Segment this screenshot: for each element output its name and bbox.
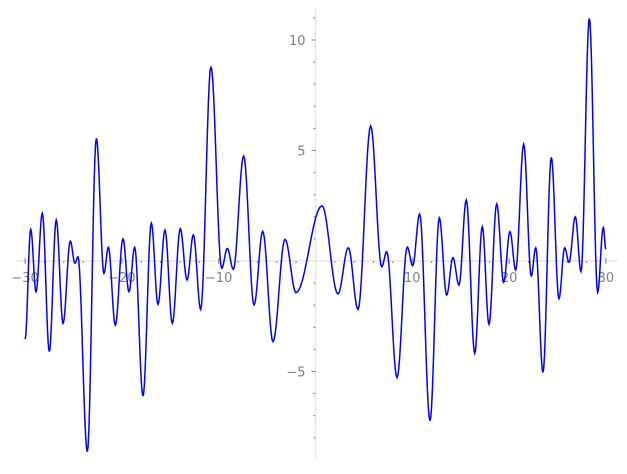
x-tick-label: 30 <box>598 271 615 286</box>
series-line <box>24 18 607 452</box>
axes <box>17 9 618 460</box>
y-tick-label: 5 <box>297 145 305 160</box>
x-tick-label: −20 <box>108 271 135 286</box>
x-tick-label: −10 <box>205 271 232 286</box>
y-tick-label: −5 <box>286 366 305 381</box>
x-tick-label: 10 <box>404 271 421 286</box>
y-tick-label: 10 <box>289 34 306 49</box>
x-tick-label: −30 <box>11 271 38 286</box>
ticks <box>24 17 607 439</box>
